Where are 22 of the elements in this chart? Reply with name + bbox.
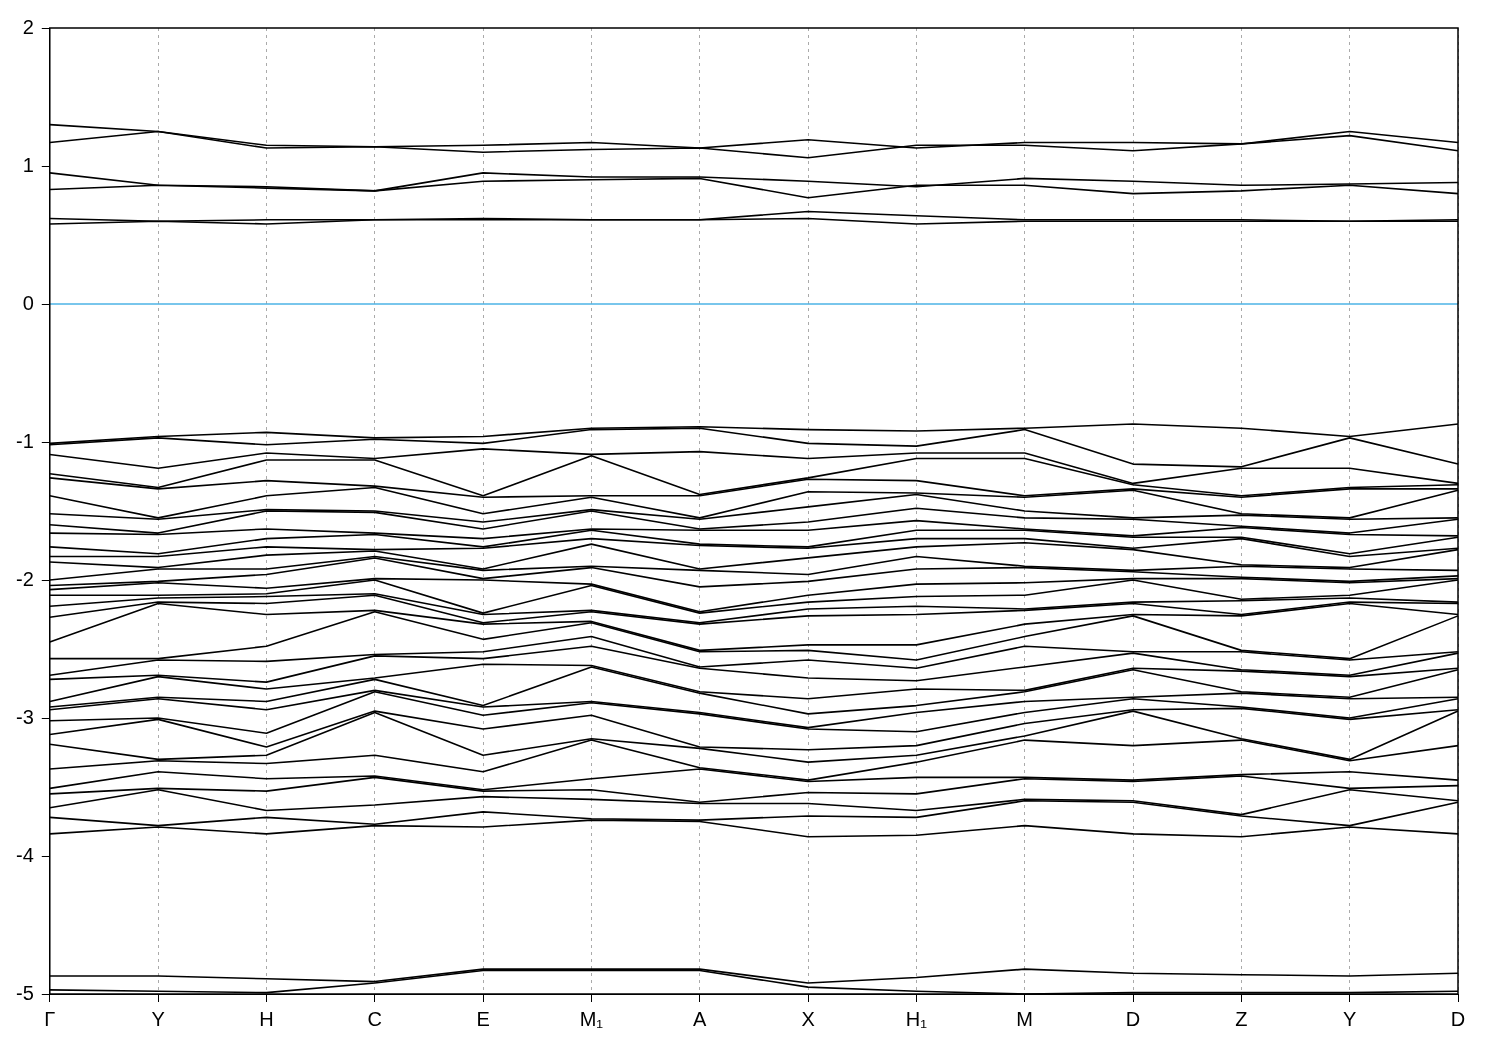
x-tick-label: H₁ (905, 1007, 928, 1030)
y-tick-label: -5 (15, 981, 34, 1004)
y-tick-label: 0 (22, 291, 34, 314)
x-tick-label: X (801, 1007, 815, 1030)
x-tick-label: C (367, 1007, 382, 1030)
x-tick-label: Y (151, 1007, 165, 1030)
y-tick-label: 1 (22, 153, 34, 176)
y-tick-label: -4 (15, 843, 34, 866)
x-tick-label: D (1125, 1007, 1141, 1030)
x-tick-label: E (476, 1007, 490, 1030)
y-tick-label: -2 (15, 567, 34, 590)
x-tick-label: A (693, 1007, 708, 1030)
x-tick-label: H (259, 1007, 274, 1030)
x-tick-label: M₁ (579, 1007, 604, 1030)
y-tick-label: -1 (15, 429, 34, 452)
x-tick-label: M (1016, 1007, 1034, 1030)
y-tick-label: 2 (22, 15, 34, 38)
x-tick-label: Z (1235, 1007, 1248, 1030)
x-tick-label: Γ (44, 1007, 56, 1030)
y-tick-label: -3 (15, 705, 34, 728)
x-tick-label: D (1450, 1007, 1466, 1030)
x-tick-label: Y (1343, 1007, 1357, 1030)
